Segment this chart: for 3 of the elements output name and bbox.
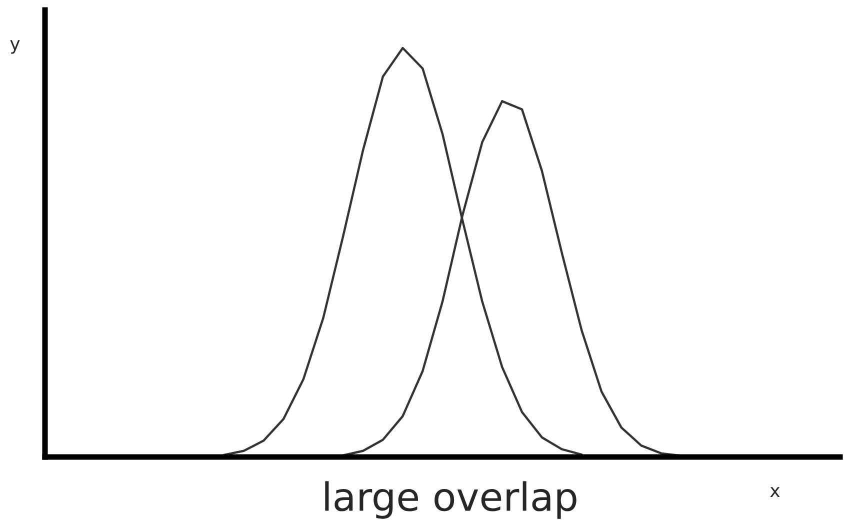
x-axis-title: x — [770, 487, 780, 497]
y-axis-title: y — [10, 40, 20, 54]
text: large overlap — [325, 481, 576, 519]
